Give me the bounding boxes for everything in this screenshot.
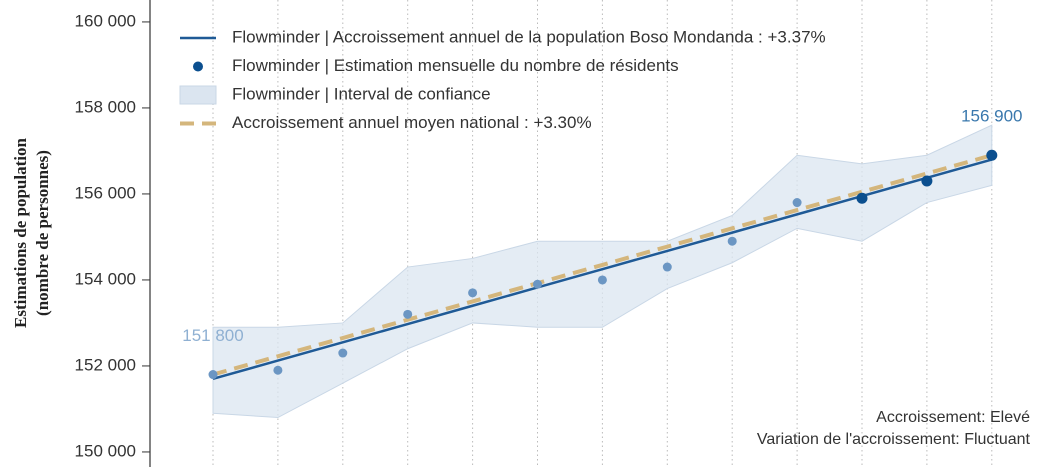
- data-point: [792, 198, 802, 208]
- data-point: [856, 192, 868, 204]
- legend-swatch: [193, 61, 203, 72]
- data-point: [273, 365, 283, 375]
- y-tick-label: 156 000: [75, 183, 136, 202]
- data-point: [468, 288, 478, 298]
- y-tick-label: 160 000: [75, 11, 136, 30]
- data-point: [208, 370, 218, 380]
- data-point: [727, 236, 737, 246]
- value-label: 156 900: [961, 107, 1022, 126]
- data-point: [921, 175, 933, 187]
- legend-label: Flowminder | Interval de confiance: [232, 84, 491, 103]
- data-point: [338, 348, 348, 358]
- legend-swatch: [179, 85, 217, 105]
- data-point: [662, 262, 672, 272]
- y-tick-label: 150 000: [75, 441, 136, 460]
- trend-line: [212, 158, 993, 381]
- y-tick-label: 158 000: [75, 97, 136, 116]
- value-label: 151 800: [182, 326, 243, 345]
- legend-label: Flowminder | Estimation mensuelle du nom…: [232, 56, 679, 75]
- data-point: [597, 275, 607, 285]
- y-tick-label: 154 000: [75, 269, 136, 288]
- note: Accroissement: Elevé: [876, 409, 1030, 426]
- note: Variation de l'accroissement: Fluctuant: [757, 431, 1031, 448]
- national-trend-line: [212, 153, 993, 377]
- data-point: [533, 279, 542, 289]
- data-point: [403, 309, 413, 319]
- legend-label: Accroissement annuel moyen national : +3…: [232, 113, 592, 132]
- y-axis-label: Estimations de population: [11, 138, 30, 328]
- legend-label: Flowminder | Accroissement annuel de la …: [232, 27, 826, 46]
- data-point: [986, 149, 998, 161]
- y-axis-label: (nombre de personnes): [33, 150, 52, 316]
- y-tick-label: 152 000: [75, 355, 136, 374]
